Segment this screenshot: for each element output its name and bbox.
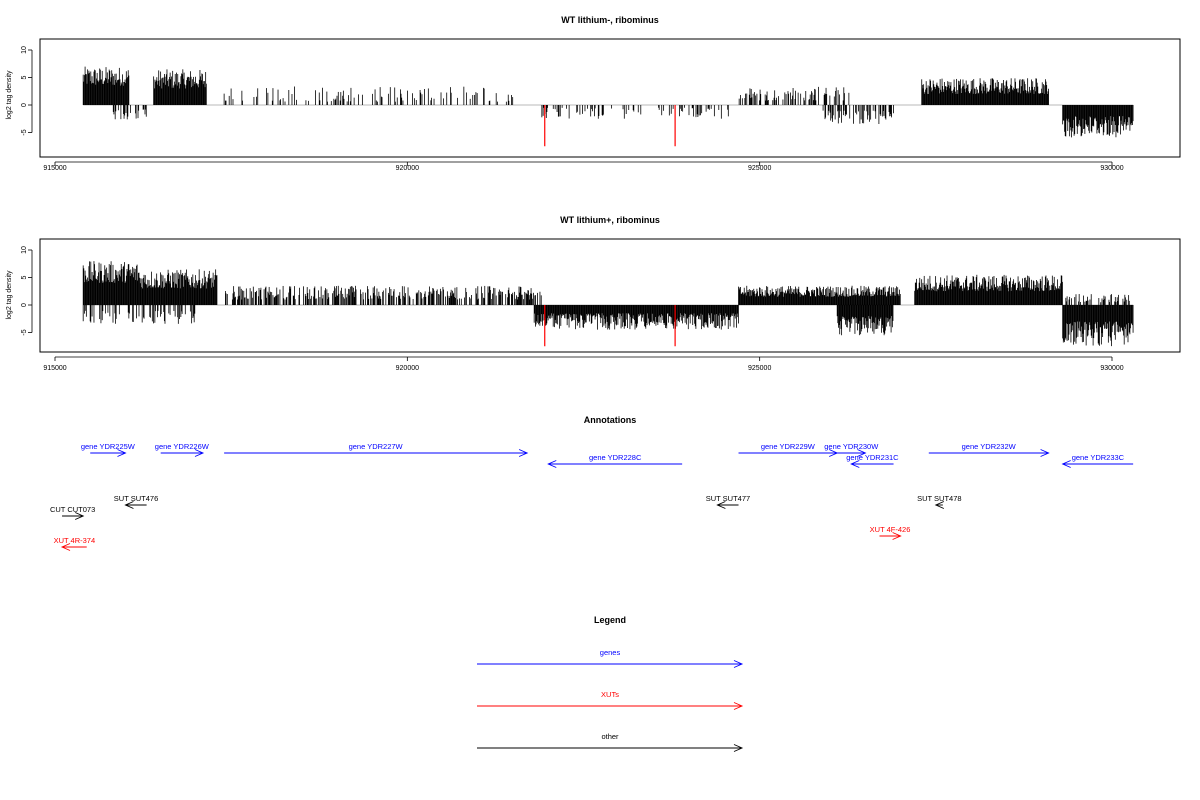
feature-arrow [934, 501, 945, 509]
panel-1-bars [82, 66, 1134, 147]
feature-label: XUT 4R-374 [54, 536, 96, 545]
y-tick-label: 5 [21, 75, 28, 79]
feature-arrow [547, 460, 683, 468]
x-tick-label: 920000 [396, 165, 419, 172]
y-tick-label: -5 [21, 329, 28, 335]
panel-1-title: WT lithium-, ribominus [561, 15, 659, 25]
y-tick-label: 5 [21, 275, 28, 279]
feature-arrow [928, 449, 1050, 457]
feature-arrow [90, 449, 127, 457]
track-panel-2: WT lithium+, ribominus log2 tag density … [6, 215, 1181, 372]
feature-arrow [224, 449, 529, 457]
x-tick-label: 915000 [43, 365, 66, 372]
panel-2-ylabel: log2 tag density [6, 270, 13, 320]
feature-label: gene YDR228C [589, 453, 642, 462]
feature-label: XUT 4F-426 [870, 525, 911, 534]
y-tick-label: -5 [21, 129, 28, 135]
panel-1-frame [39, 38, 1181, 158]
panel-2-axes: -5 0 5 10 915000 920000 925000 930000 [21, 246, 1124, 372]
legend: Legend genes XUTs other [477, 615, 744, 752]
feature-label: SUT SUT478 [917, 494, 961, 503]
panel-2-bars [82, 261, 1134, 347]
x-tick-label: 930000 [1100, 365, 1123, 372]
panel-1-axes: -5 0 5 10 915000 920000 925000 930000 [21, 46, 1124, 172]
legend-label: other [601, 732, 619, 741]
feature-arrow [160, 449, 205, 457]
y-tick-label: 10 [21, 246, 28, 254]
feature-label: gene YDR232W [962, 442, 1017, 451]
feature-arrow [1061, 460, 1134, 468]
x-tick-label: 930000 [1100, 165, 1123, 172]
legend-label: genes [600, 648, 621, 657]
feature-label: gene YDR230W [824, 442, 879, 451]
feature-arrow [62, 512, 85, 520]
feature-label: CUT CUT073 [50, 505, 95, 514]
panel-2-frame [39, 238, 1181, 353]
y-tick-label: 0 [21, 303, 28, 307]
feature-label: gene YDR229W [761, 442, 816, 451]
feature-arrow [850, 460, 894, 468]
legend-arrow [477, 744, 744, 752]
feature-label: SUT SUT477 [706, 494, 750, 503]
annotation-features: gene YDR225W gene YDR226W gene YDR227W gene… [50, 442, 1134, 551]
legend-arrow [477, 702, 744, 710]
feature-arrow [60, 543, 87, 551]
annotations-title: Annotations [584, 415, 637, 425]
legend-items: genes XUTs other [477, 648, 744, 752]
feature-label: gene YDR227W [349, 442, 404, 451]
feature-arrow [124, 501, 147, 509]
feature-label: gene YDR225W [81, 442, 136, 451]
legend-arrow [477, 660, 744, 668]
y-tick-label: 10 [21, 46, 28, 54]
y-tick-label: 0 [21, 103, 28, 107]
legend-title: Legend [594, 615, 626, 625]
feature-label: SUT SUT476 [114, 494, 158, 503]
x-tick-label: 915000 [43, 165, 66, 172]
feature-label: gene YDR233C [1072, 453, 1125, 462]
feature-label: gene YDR231C [846, 453, 899, 462]
x-tick-label: 920000 [396, 365, 419, 372]
feature-label: gene YDR226W [155, 442, 210, 451]
track-panel-1: WT lithium-, ribominus log2 tag density … [6, 15, 1181, 172]
feature-arrow [837, 449, 867, 457]
legend-label: XUTs [601, 690, 619, 699]
panel-1-ylabel: log2 tag density [6, 70, 13, 120]
panel-2-title: WT lithium+, ribominus [560, 215, 660, 225]
x-tick-label: 925000 [748, 165, 771, 172]
x-tick-label: 925000 [748, 365, 771, 372]
annotations-panel: Annotations gene YDR225W gene YDR226W gene… [50, 415, 1134, 551]
feature-arrow [879, 532, 902, 540]
feature-arrow [716, 501, 739, 509]
